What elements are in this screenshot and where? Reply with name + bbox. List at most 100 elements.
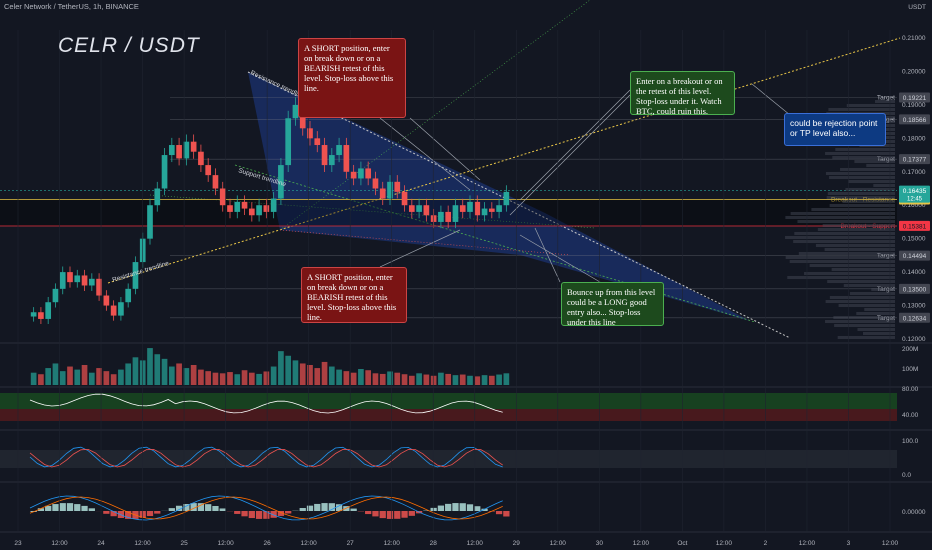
volume-profile-bar xyxy=(862,332,895,335)
macd-histogram-bar xyxy=(190,503,197,511)
candle-body xyxy=(365,168,372,179)
volume-profile-bar xyxy=(809,264,895,267)
volume-bar xyxy=(401,374,408,385)
price-tick: 0.19000 xyxy=(902,102,926,109)
volume-profile-bar xyxy=(811,208,895,211)
annotation-long-breakout[interactable]: Enter on a breakout or on the retest of … xyxy=(630,71,735,116)
price-tick: 0.16000 xyxy=(902,202,926,209)
price-tick: 0.17000 xyxy=(902,169,926,176)
candle-body xyxy=(314,138,321,146)
candle-body xyxy=(67,272,73,283)
volume-bar xyxy=(234,374,241,385)
volume-bar xyxy=(445,373,452,385)
annotation-rejection[interactable]: could be rejection point or TP level als… xyxy=(784,113,886,146)
volume-bar xyxy=(503,373,510,385)
macd-histogram-bar xyxy=(314,503,321,511)
volume-profile-bar xyxy=(828,108,895,111)
volume-bar xyxy=(81,365,88,385)
time-tick: 12:00 xyxy=(882,540,899,547)
macd-histogram-bar xyxy=(306,505,314,511)
candle-body xyxy=(416,205,422,212)
macd-histogram-bar xyxy=(81,505,88,511)
candle-body xyxy=(132,262,139,289)
volume-bar xyxy=(358,369,364,385)
candle-body xyxy=(212,175,219,189)
volume-bar xyxy=(205,371,212,385)
volume-profile-bar xyxy=(873,184,895,187)
chart-title: CELR / USDT xyxy=(58,34,200,57)
volume-bar xyxy=(147,348,153,385)
level-label: Target xyxy=(877,116,895,123)
macd-histogram-bar xyxy=(183,503,190,511)
volume-profile-bar xyxy=(832,156,895,159)
level-price: 0.15381 xyxy=(903,223,927,230)
volume-bar xyxy=(336,369,342,385)
candle-body xyxy=(234,201,241,212)
volume-bar xyxy=(416,373,422,385)
candle-body xyxy=(452,205,459,222)
candle-body xyxy=(110,305,117,316)
volume-profile-bar xyxy=(793,240,895,243)
volume-bar xyxy=(45,368,52,385)
annotation-short-bottom[interactable]: A SHORT position, enter on break down or… xyxy=(301,267,407,323)
annotation-long-bounce[interactable]: Bounce up from this level could be a LON… xyxy=(561,282,664,327)
volume-bar xyxy=(256,373,262,385)
level-label: Breakout - Resistance xyxy=(831,197,895,204)
volume-bar xyxy=(350,372,357,385)
candle-body xyxy=(38,312,44,319)
candle-body xyxy=(176,145,182,159)
annotation-connector xyxy=(519,89,631,201)
candle-body xyxy=(488,208,495,212)
stoch-band xyxy=(0,450,897,468)
rsi-tick: 40.00 xyxy=(902,412,919,419)
macd-histogram-bar xyxy=(379,511,386,519)
candle-body xyxy=(401,191,408,206)
volume-bar xyxy=(168,366,175,385)
volume-bar xyxy=(488,375,495,385)
time-tick: 12:00 xyxy=(716,540,733,547)
volume-bar xyxy=(176,363,182,385)
volume-profile-bar xyxy=(829,176,895,179)
volume-bar xyxy=(459,374,466,385)
price-tick: 0.21000 xyxy=(902,35,926,42)
candle-body xyxy=(183,141,190,159)
volume-profile-bar xyxy=(871,288,895,291)
time-tick: 2 xyxy=(764,540,768,547)
candle-body xyxy=(496,205,502,212)
candle-body xyxy=(394,181,401,192)
candle-body xyxy=(59,272,66,289)
level-price: 0.18566 xyxy=(903,117,927,124)
stoch-tick: 0.0 xyxy=(902,472,911,479)
volume-bar xyxy=(423,374,430,385)
macd-histogram-bar xyxy=(277,511,285,516)
level-price: 0.17377 xyxy=(903,157,927,164)
volume-bar xyxy=(154,354,161,385)
level-price-badge xyxy=(899,220,930,231)
volume-bar xyxy=(227,372,233,385)
macd-histogram-bar xyxy=(205,504,212,511)
level-price: 0.19221 xyxy=(903,95,927,102)
candle-body xyxy=(168,145,175,156)
volume-profile-bar xyxy=(817,228,895,231)
candle-body xyxy=(379,188,386,199)
macd-histogram-bar xyxy=(401,511,408,518)
candle-body xyxy=(161,155,168,189)
candle-body xyxy=(190,141,197,152)
time-tick: 12:00 xyxy=(301,540,318,547)
macd-histogram-bar xyxy=(37,508,45,511)
volume-bar xyxy=(183,368,190,385)
candle-body xyxy=(241,201,248,209)
macd-histogram-bar xyxy=(110,511,117,517)
candle-body xyxy=(321,145,328,166)
macd-histogram-bar xyxy=(154,511,161,514)
volume-bar xyxy=(394,372,401,385)
volume-profile-bar xyxy=(845,188,895,191)
macd-histogram-bar xyxy=(248,511,255,519)
level-price: 0.14494 xyxy=(903,253,927,260)
volume-profile-bar xyxy=(849,292,895,295)
annotation-short-top[interactable]: A SHORT position, enter on break down or… xyxy=(298,38,406,118)
volume-bar xyxy=(292,360,299,385)
volume-profile-bar xyxy=(857,328,895,331)
candle-body xyxy=(503,191,510,206)
